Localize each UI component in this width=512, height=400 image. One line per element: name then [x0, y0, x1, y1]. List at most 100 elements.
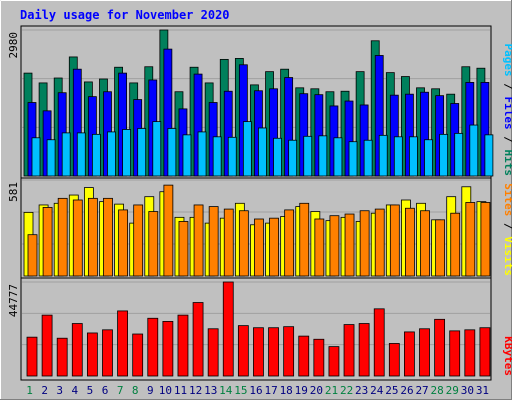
bar-pages-day-18: [288, 139, 298, 177]
bar-pages-day-10: [167, 128, 177, 177]
bar-pages-day-29: [454, 132, 464, 177]
bar-sites-day-13: [208, 206, 219, 277]
x-tick-label-day-10: 10: [159, 384, 172, 397]
bar-sites-day-29: [450, 212, 461, 277]
bar-pages-day-20: [318, 135, 328, 177]
bar-kbytes-day-3: [56, 337, 68, 377]
bar-kbytes-day-28: [434, 318, 446, 377]
bar-kbytes-day-21: [328, 346, 340, 377]
bar-kbytes-day-23: [358, 323, 370, 377]
bar-kbytes-day-20: [313, 338, 325, 377]
legend-separator: /: [502, 216, 512, 236]
bar-pages-day-22: [348, 141, 358, 177]
bar-sites-day-9: [148, 211, 159, 277]
x-tick-label-day-23: 23: [355, 384, 368, 397]
bar-sites-day-1: [27, 234, 38, 277]
x-tick-label-day-26: 26: [400, 384, 413, 397]
legend-separator: /: [502, 77, 512, 97]
legend-visits: Visits: [502, 236, 512, 276]
x-tick-label-day-25: 25: [385, 384, 398, 397]
bar-kbytes-day-25: [388, 343, 400, 377]
legend-pages: Pages: [502, 44, 512, 77]
bar-pages-day-6: [107, 131, 116, 177]
bar-pages-day-15: [242, 121, 252, 177]
bar-pages-day-16: [258, 127, 267, 177]
bar-pages-day-21: [333, 137, 343, 177]
bar-kbytes-day-10: [162, 321, 174, 377]
bar-pages-day-13: [212, 136, 222, 177]
x-tick-label-day-18: 18: [280, 384, 293, 397]
bar-pages-day-26: [409, 136, 418, 177]
legend-sites: Sites: [502, 183, 512, 216]
bar-pages-day-12: [197, 131, 207, 177]
bar-pages-day-27: [424, 139, 433, 177]
bar-sites-day-21: [329, 215, 340, 277]
x-tick-label-day-30: 30: [461, 384, 474, 397]
bar-sites-day-17: [269, 217, 279, 277]
x-tick-label-day-19: 19: [295, 384, 308, 397]
legend-top: Pages / Files / Hits: [502, 44, 512, 177]
bar-sites-day-14: [223, 208, 234, 277]
bar-kbytes-day-11: [177, 314, 189, 377]
bar-pages-day-24: [378, 134, 388, 177]
x-tick-label-day-31: 31: [476, 384, 489, 397]
bar-sites-day-15: [238, 210, 249, 277]
bar-sites-day-18: [284, 209, 295, 277]
bar-sites-day-27: [420, 210, 430, 277]
chart-title: Daily usage for November 2020: [20, 8, 230, 22]
bar-kbytes-day-14: [222, 281, 234, 377]
bar-kbytes-day-24: [373, 308, 385, 377]
bar-pages-day-4: [76, 132, 86, 177]
x-tick-label-day-9: 9: [147, 384, 154, 397]
bar-kbytes-day-5: [86, 332, 98, 377]
bar-pages-day-8: [137, 128, 147, 177]
bar-kbytes-day-16: [253, 327, 264, 377]
bar-kbytes-day-29: [449, 330, 461, 377]
legend-bottom: KBytes: [502, 336, 512, 376]
bars: [23, 29, 494, 377]
legend-kbytes: KBytes: [502, 336, 512, 376]
bar-kbytes-day-7: [117, 310, 128, 377]
bar-pages-day-31: [484, 134, 494, 177]
x-tick-label-day-5: 5: [87, 384, 94, 397]
x-tick-label-day-15: 15: [234, 384, 247, 397]
bar-sites-day-2: [42, 207, 53, 277]
bar-pages-day-9: [152, 121, 162, 177]
bar-pages-day-30: [469, 124, 479, 177]
bar-pages-day-28: [439, 133, 449, 177]
x-tick-label-day-14: 14: [219, 384, 233, 397]
bar-kbytes-day-26: [404, 331, 415, 377]
bar-sites-day-7: [118, 209, 128, 277]
x-tick-label-day-2: 2: [41, 384, 48, 397]
bar-sites-day-26: [405, 207, 415, 277]
legend-separator: /: [502, 130, 512, 150]
bar-kbytes-day-13: [207, 328, 219, 377]
bar-kbytes-day-30: [464, 329, 476, 377]
bar-sites-day-22: [344, 213, 355, 277]
x-tick-label-day-16: 16: [249, 384, 262, 397]
bar-kbytes-day-2: [41, 314, 53, 377]
bar-kbytes-day-17: [268, 327, 279, 377]
bar-sites-day-31: [480, 202, 491, 277]
y-max-label-top: 2980: [7, 32, 20, 59]
bar-kbytes-day-4: [71, 323, 83, 377]
x-tick-label-day-1: 1: [26, 384, 33, 397]
bar-pages-day-1: [31, 137, 41, 177]
bar-pages-day-14: [227, 136, 237, 177]
x-tick-label-day-3: 3: [56, 384, 63, 397]
bar-kbytes-day-19: [298, 335, 310, 377]
bar-pages-day-11: [182, 134, 192, 177]
x-tick-label-day-8: 8: [132, 384, 139, 397]
bar-sites-day-25: [389, 204, 400, 277]
bar-sites-day-16: [254, 218, 264, 277]
x-tick-label-day-7: 7: [117, 384, 124, 397]
bar-pages-day-5: [91, 133, 101, 177]
x-tick-label-day-28: 28: [431, 384, 444, 397]
x-tick-label-day-6: 6: [102, 384, 109, 397]
x-tick-label-day-21: 21: [325, 384, 338, 397]
bar-pages-day-7: [122, 129, 131, 177]
x-tick-label-day-29: 29: [446, 384, 459, 397]
bar-sites-day-23: [359, 210, 370, 277]
bar-pages-day-25: [393, 136, 403, 177]
x-tick-label-day-17: 17: [264, 384, 277, 397]
